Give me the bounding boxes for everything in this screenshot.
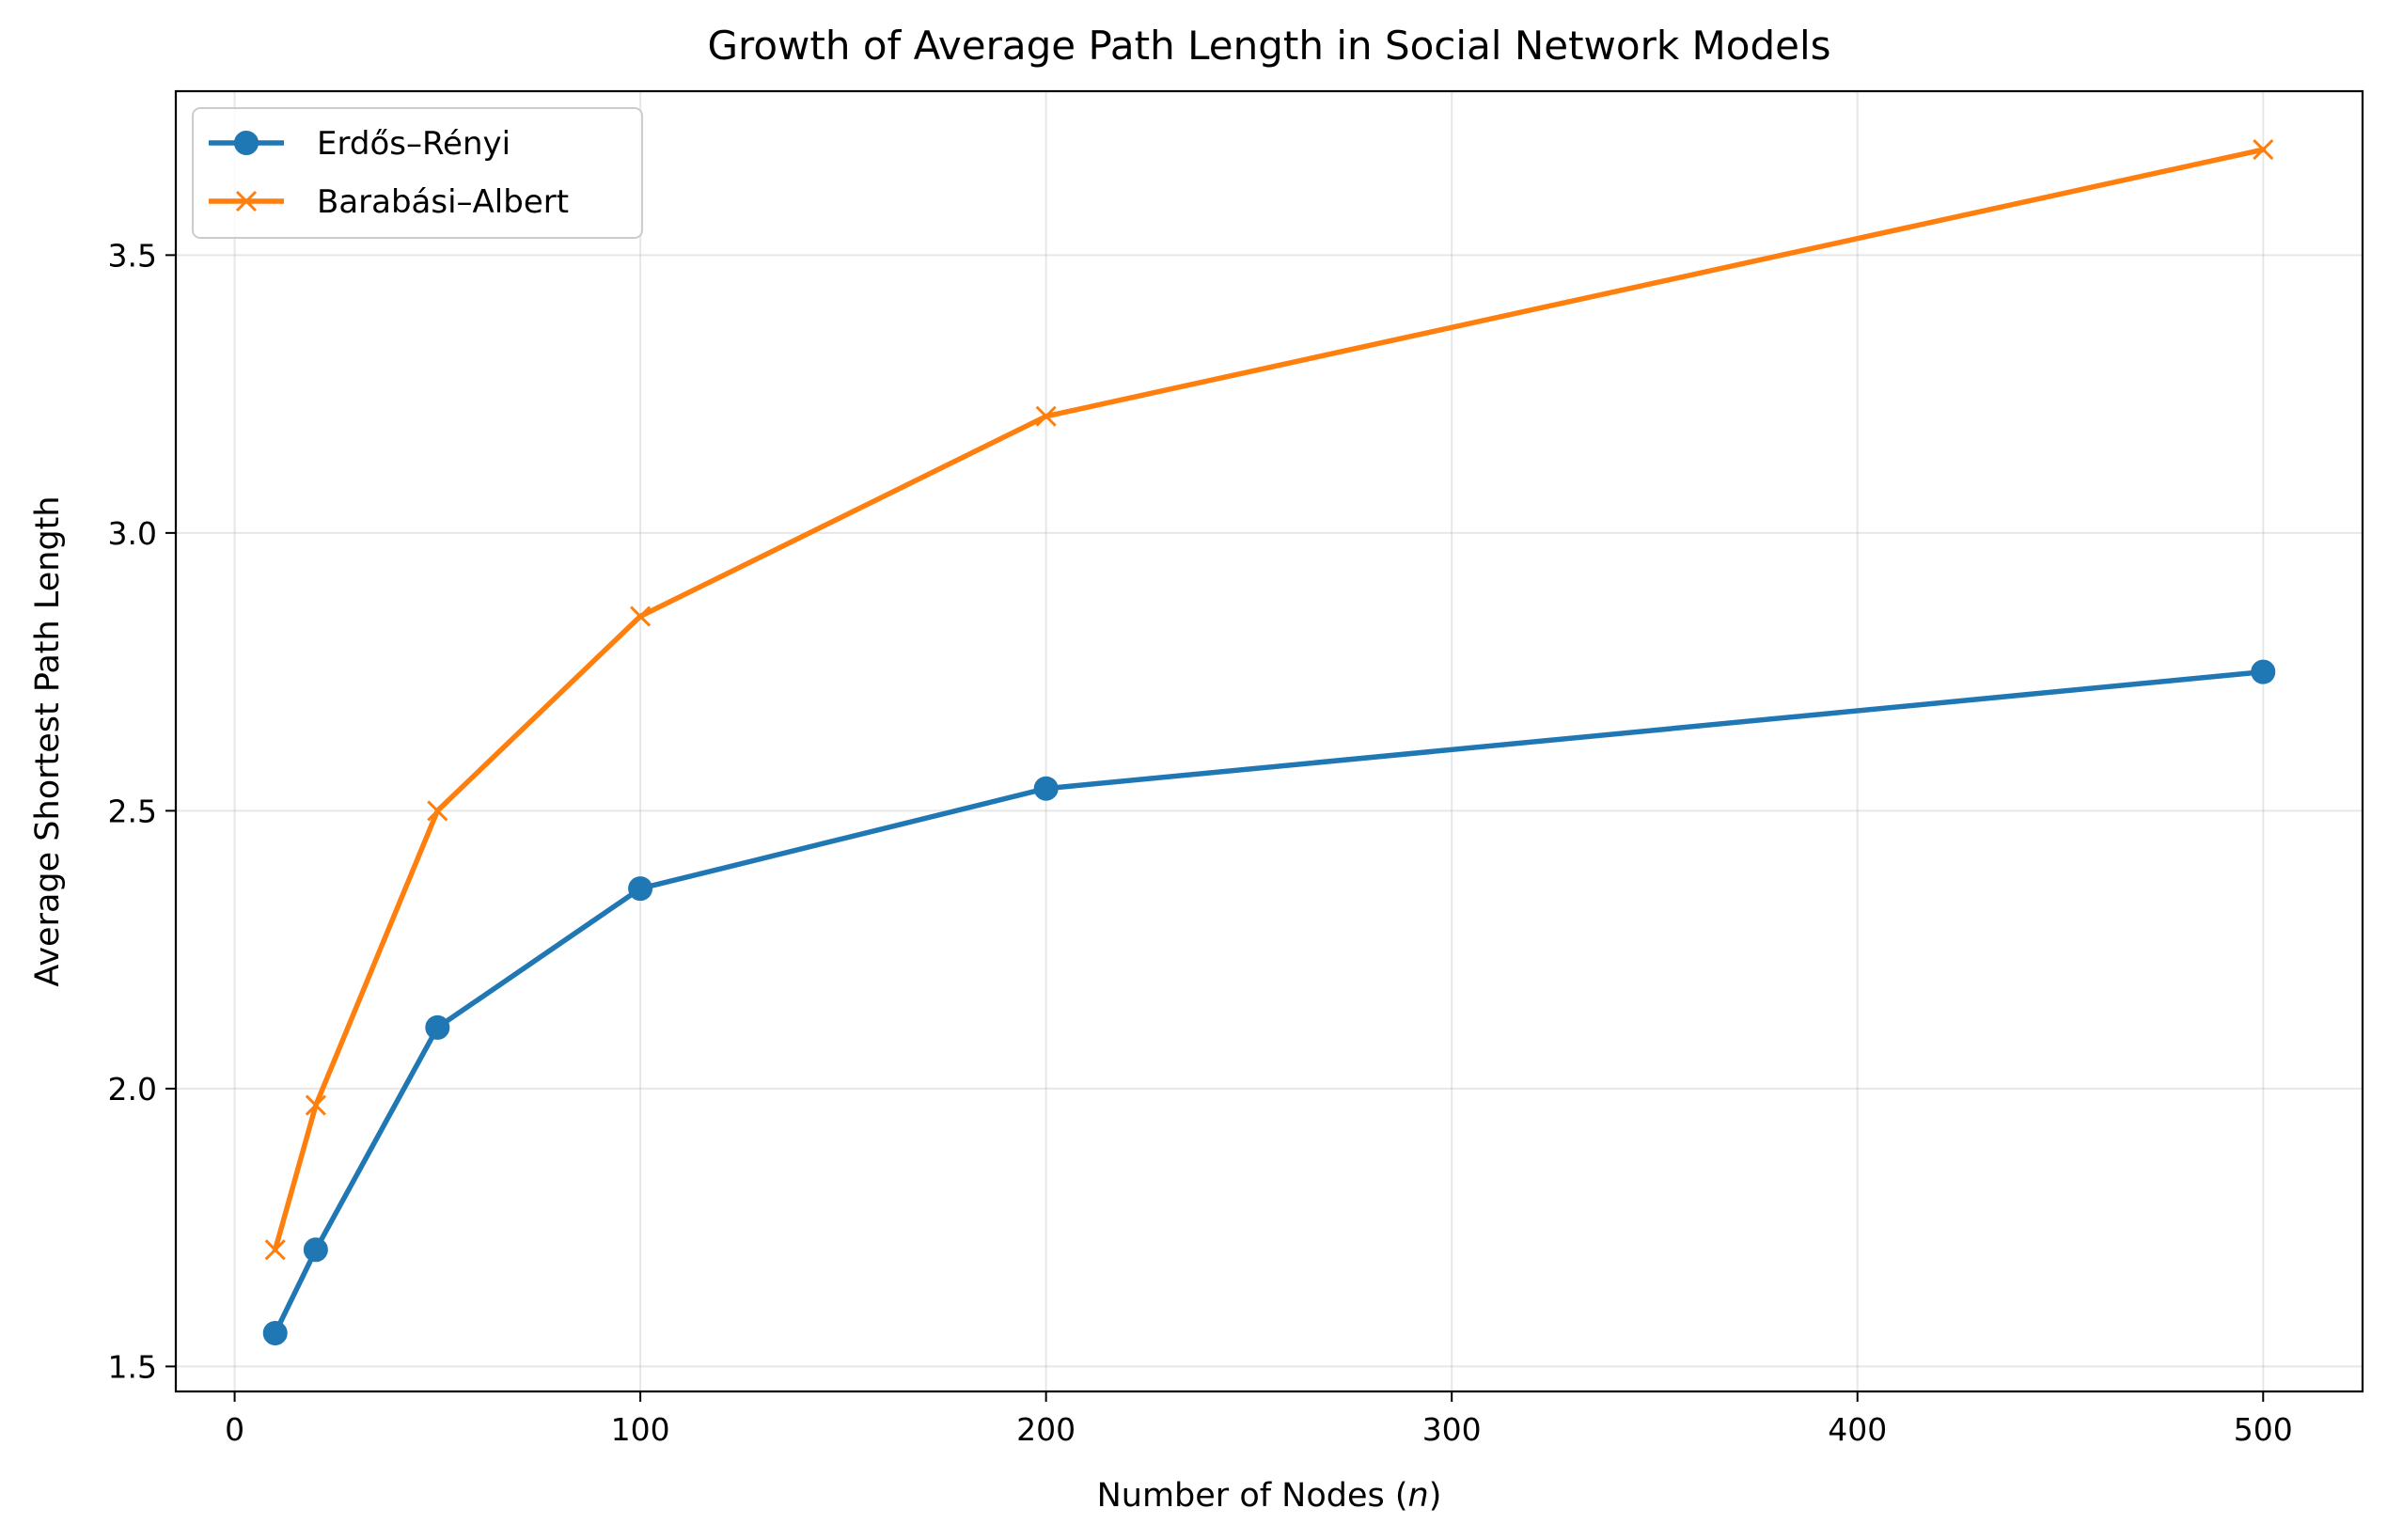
series-2 [264, 138, 2274, 1261]
data-point [2253, 138, 2274, 161]
series-1 [262, 659, 2276, 1345]
data-point [628, 876, 653, 902]
data-point [1033, 776, 1059, 801]
data-point [630, 605, 652, 627]
y-tick-label: 2.5 [108, 793, 157, 829]
plot-area-frame [174, 89, 2364, 1393]
data-point [305, 1094, 326, 1116]
x-tick-label: 500 [2234, 1411, 2293, 1448]
x-tick-label: 400 [1828, 1411, 1887, 1448]
legend-box [192, 107, 643, 239]
data-point [425, 1014, 450, 1040]
grid-lines [176, 91, 2363, 1391]
y-tick-label: 1.5 [108, 1348, 157, 1385]
legend-item: Barabási–Albert [209, 183, 569, 221]
y-tick-label: 3.5 [108, 237, 157, 274]
series-line [272, 146, 2267, 1253]
y-tick-label: 2.0 [108, 1071, 157, 1108]
x-axis-label-variable: n [1408, 1477, 1429, 1515]
data-point [303, 1237, 328, 1263]
x-tick-label: 0 [225, 1411, 244, 1448]
series-line [272, 668, 2267, 1337]
data-point [264, 1239, 286, 1261]
series-layer [262, 138, 2276, 1345]
x-tick-label: 300 [1422, 1411, 1482, 1448]
x-tick-label: 100 [611, 1411, 670, 1448]
legend-label: Erdős–Rényi [317, 125, 510, 163]
y-axis-label: Average Shortest Path Length [29, 495, 67, 986]
x-axis-label-text: Number of Nodes [1097, 1477, 1385, 1515]
data-point [262, 1320, 288, 1345]
x-axis-label: Number of Nodes (n) [1097, 1477, 1442, 1515]
legend-label: Barabási–Albert [317, 183, 569, 221]
x-tick-label: 200 [1016, 1411, 1076, 1448]
chart-title: Growth of Average Path Length in Social … [707, 23, 1830, 69]
legend-item: Erdős–Rényi [209, 125, 510, 163]
legend-marker [235, 190, 258, 212]
axis-ticks: 0 100 200 300 400 500 1.5 2.0 2.5 3.0 3.5 [108, 237, 2293, 1448]
legend-marker [234, 131, 259, 155]
data-point [2251, 659, 2276, 684]
legend: Erdős–Rényi Barabási–Albert [192, 107, 643, 239]
y-tick-label: 3.0 [108, 515, 157, 552]
data-point [427, 800, 448, 822]
data-point [1035, 405, 1057, 427]
